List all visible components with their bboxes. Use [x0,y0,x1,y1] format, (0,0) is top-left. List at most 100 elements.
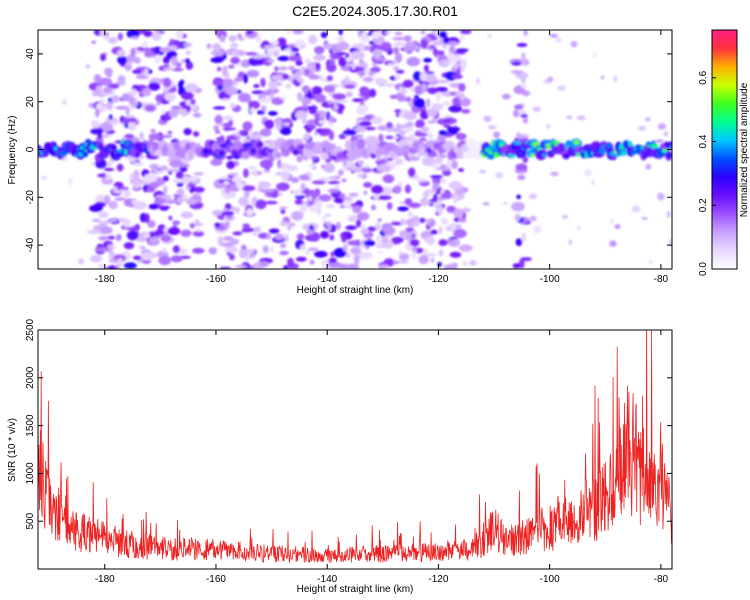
snr-background [38,330,672,569]
spectrogram-cell [376,250,383,254]
spectrogram-cell [287,43,297,48]
spectrogram-cell [104,67,113,76]
spectrogram-cell [555,37,563,43]
spectrogram-cell [438,58,451,68]
spectrogram-cell [270,40,279,45]
spectrogram-cell [110,144,117,150]
spectrogram-cell [441,177,446,185]
spectrogram-cell [374,77,384,82]
spectrogram-cell [515,238,523,247]
spectrogram-cell [169,38,175,45]
spectrogram-cell [106,160,113,167]
spectrogram-cell [451,160,458,170]
spectrogram-y-tick-label: 20 [25,96,36,108]
spectrogram-cell [99,99,104,105]
spectrogram-cell [325,203,336,209]
spectrogram-cell [387,62,395,67]
spectrogram-cell [255,199,267,210]
spectrogram-cell [399,230,409,238]
spectrogram-cell [132,162,144,166]
spectrogram-cell [279,250,289,256]
spectrogram-cell [288,222,296,227]
spectrogram-cell [229,238,240,245]
spectrogram-cell [91,120,101,129]
spectrogram-cell [220,242,234,247]
spectrogram-cell [144,50,154,58]
spectrogram-cell [461,109,471,114]
spectrogram-cell [311,156,318,160]
spectrogram-cell [248,166,257,170]
spectrogram-x-label: Height of straight line (km) [297,285,414,296]
spectrogram-cell [359,75,364,79]
spectrogram-cell [328,115,335,123]
spectrogram-cell [384,31,392,35]
spectrogram-cell [41,176,48,180]
spectrogram-cell [157,205,171,209]
spectrogram-cell [655,139,664,143]
spectrogram-cell [234,264,248,269]
spectrogram-cell [124,114,135,119]
spectrogram-cell [175,170,184,181]
spectrogram-cell [118,257,123,268]
spectrogram-cell [374,159,387,164]
spectrogram-cell [126,61,132,66]
spectrogram-cell [314,94,327,103]
spectrogram-cell [613,76,617,82]
spectrogram-cell [444,61,453,65]
spectrogram-cell [338,169,344,176]
spectrogram-cell [421,156,436,167]
spectrogram-cell [459,34,465,41]
spectrogram-cell [193,172,204,176]
spectrogram-cell [145,104,156,112]
spectrogram-cell [357,127,367,133]
spectrogram-cell [148,82,161,91]
spectrogram-cell [657,123,667,130]
spectrogram-cell [371,30,382,39]
spectrogram-cell [378,133,384,143]
spectrogram-cell [215,30,220,35]
spectrogram-cell [393,185,402,194]
spectrogram-cell [175,30,184,40]
spectrogram-cell [327,188,341,193]
spectrogram-cell [315,62,321,71]
spectrogram-cell [449,251,462,258]
spectrogram-cell [256,141,264,148]
spectrogram-cell [307,119,314,124]
spectrogram-x-tick-label: -180 [95,274,115,285]
spectrogram-cell [371,116,383,124]
spectrogram-cell [132,69,143,74]
spectrogram-cell [313,54,327,61]
spectrogram-cell [352,98,363,103]
spectrogram-cell [320,230,330,239]
spectrogram-cell [523,30,528,37]
spectrogram-cell [183,128,192,136]
spectrogram-cell [225,86,238,96]
spectrogram-cell [270,84,277,91]
spectrogram-cell [167,227,181,236]
spectrogram-cell [511,61,522,66]
spectrogram-cell [296,155,303,163]
spectrogram-cell [218,179,226,183]
spectrogram-cell [298,174,311,181]
snr-frame [37,329,673,570]
spectrogram-cell [566,115,573,120]
spectrogram-cell [222,127,237,131]
spectrogram-cell [267,87,279,95]
spectrogram-cell [230,56,241,65]
spectrogram-cell [114,197,127,201]
spectrogram-cell [245,52,258,56]
spectrogram-cell [87,229,101,235]
spectrogram-cell [386,202,393,210]
spectrogram-cell [279,221,289,227]
spectrogram-cell [648,260,653,265]
spectrogram-cell [107,36,118,44]
spectrogram-cell [520,77,526,84]
spectrogram-cell [181,91,194,101]
spectrogram-cell [323,85,336,93]
spectrogram-cell [311,86,323,95]
spectrogram-cell [167,168,181,173]
spectrogram-cell [409,134,415,143]
spectrogram-cell [345,57,352,63]
spectrogram-cell [576,115,586,121]
spectrogram-y-tick-label: 40 [25,48,36,60]
